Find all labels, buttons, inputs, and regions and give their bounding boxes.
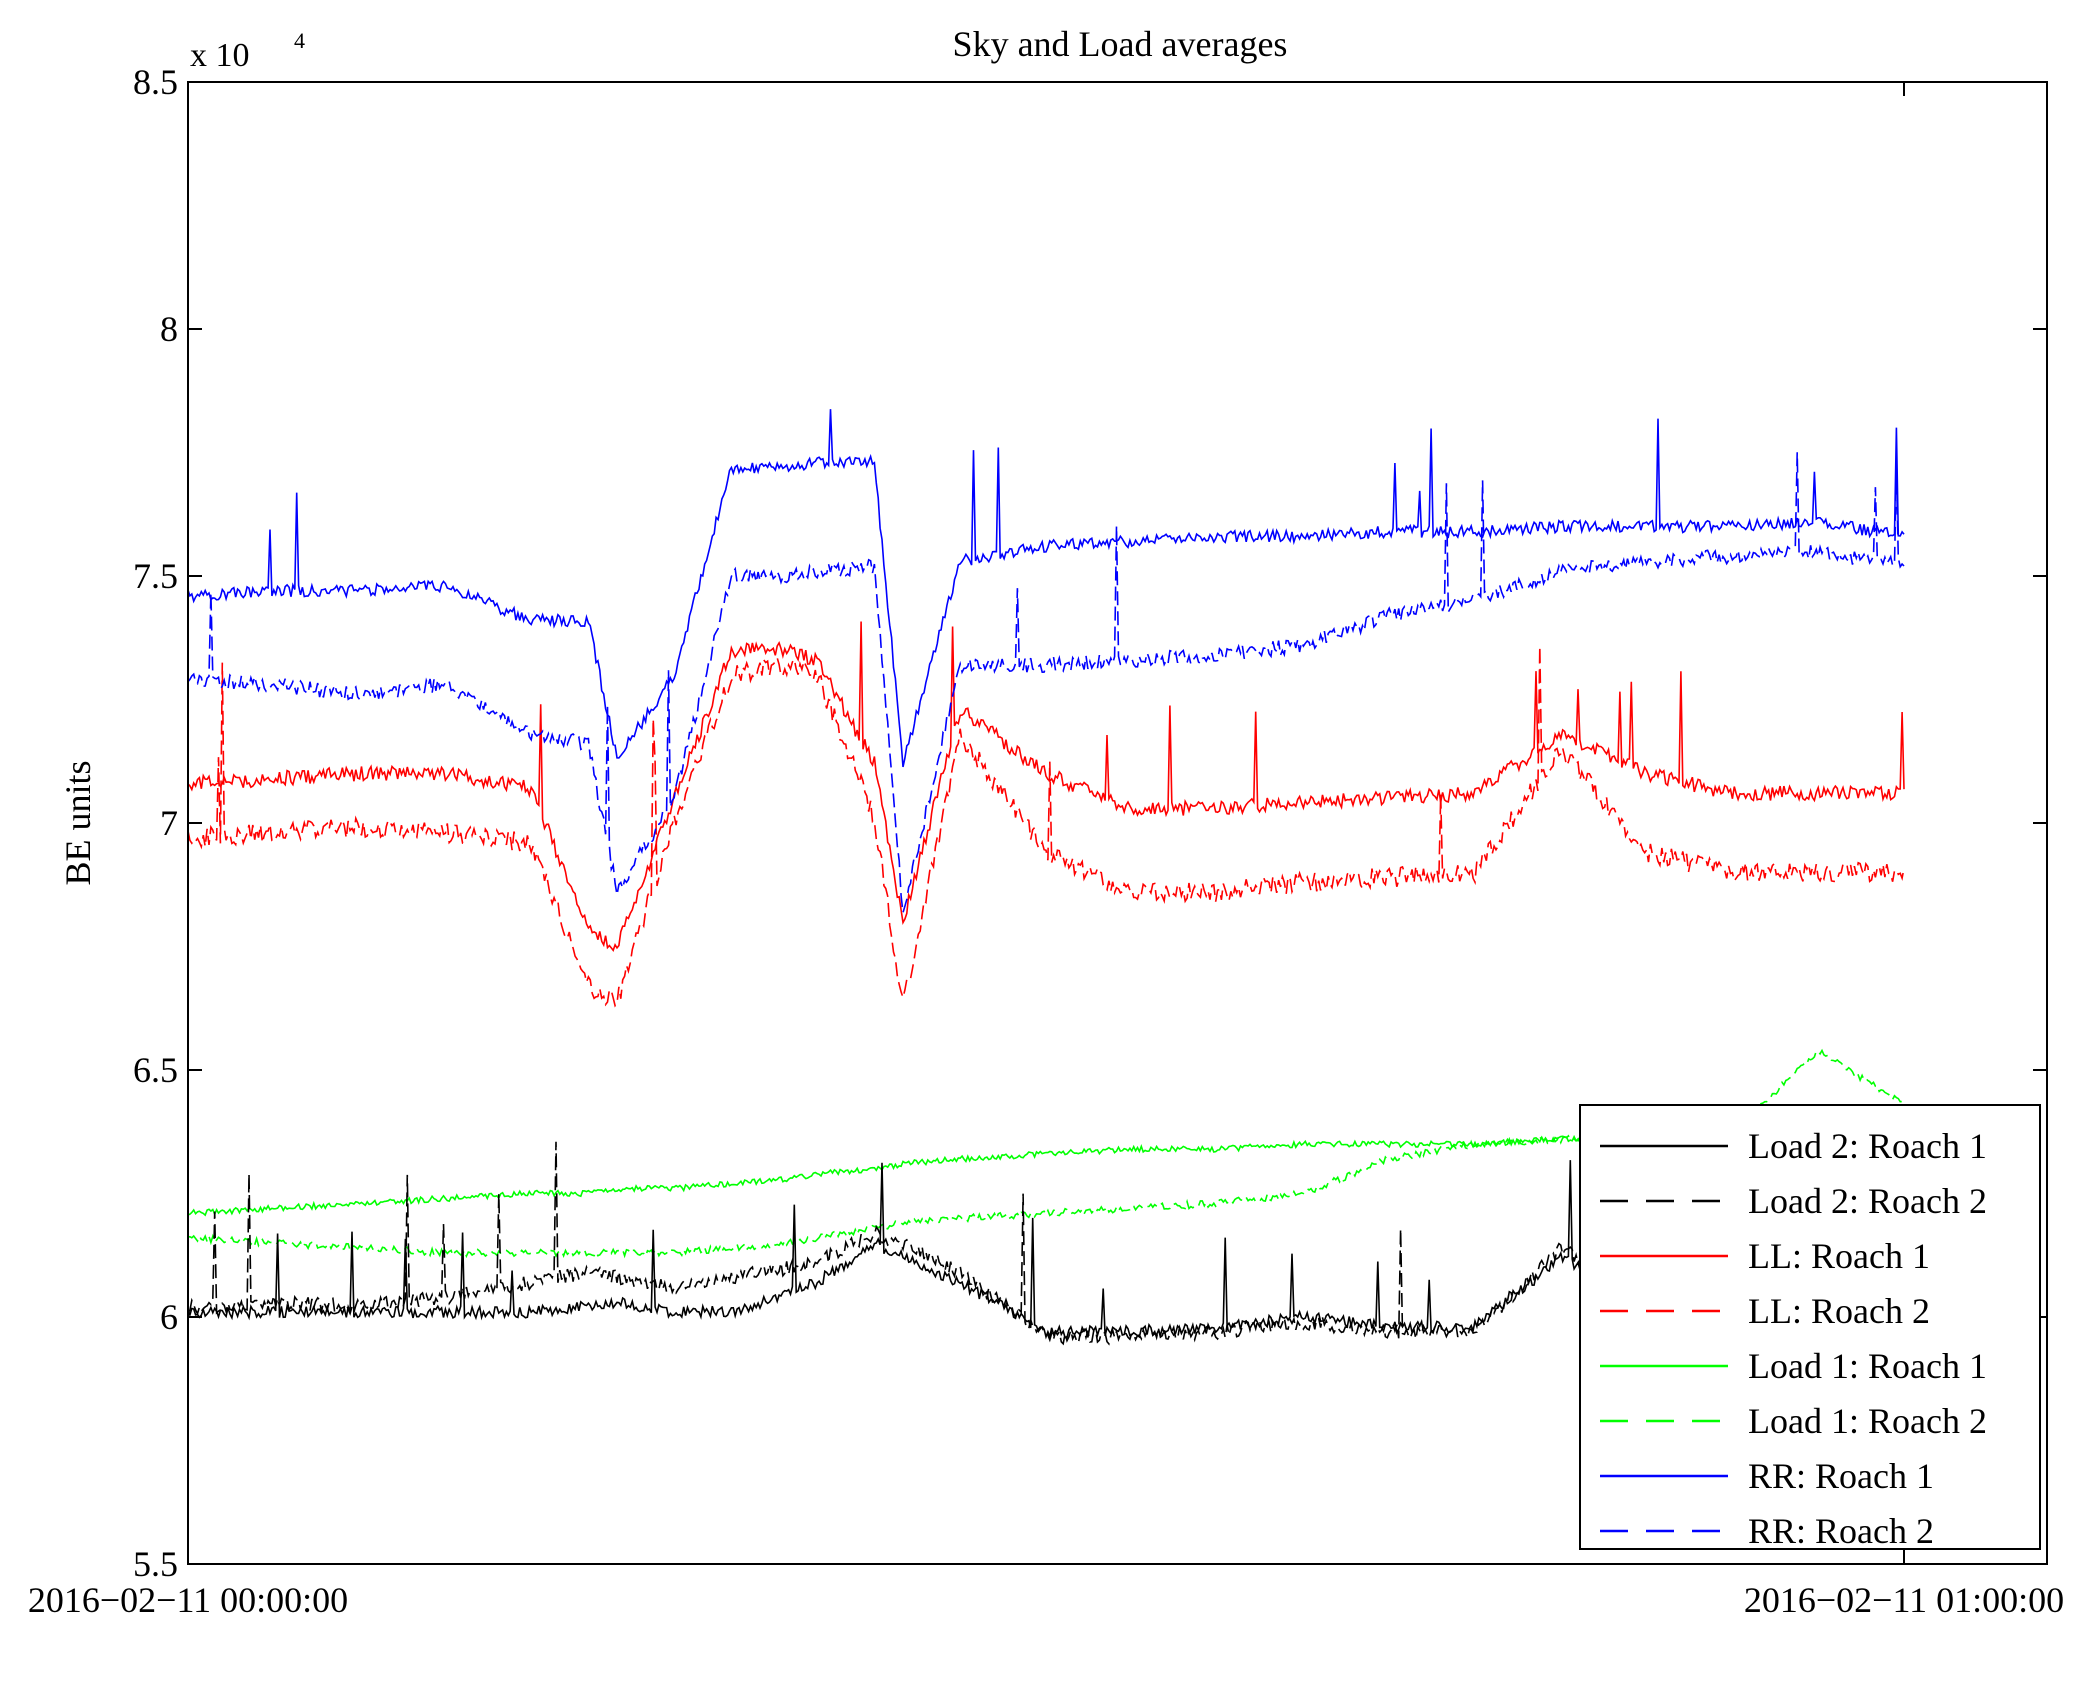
legend: Load 2: Roach 1 Load 2: Roach 2 LL: Roach … xyxy=(1579,1104,2041,1551)
legend-entry-label: LL: Roach 2 xyxy=(1748,1291,1930,1331)
legend-entry-label: Load 1: Roach 1 xyxy=(1748,1346,1987,1386)
legend-entry-label: Load 2: Roach 2 xyxy=(1748,1181,1987,1221)
y-tick-label: 5.5 xyxy=(133,1544,178,1584)
series-line-ll-roach-2 xyxy=(188,646,1905,1008)
x-tick-label: 2016−02−11 01:00:00 xyxy=(1744,1580,2064,1620)
y-tick-label: 6 xyxy=(160,1297,178,1337)
legend-entry-label: Load 1: Roach 2 xyxy=(1748,1401,1987,1441)
x-axis: 2016−02−11 00:00:00 2016−02−11 01:00:00 xyxy=(28,82,2064,1620)
y-tick-label: 6.5 xyxy=(133,1050,178,1090)
y-axis: 5.5 6 6.5 7 7.5 8 8.5 xyxy=(133,62,2047,1584)
y-tick-label: 7.5 xyxy=(133,556,178,596)
series-line-ll-roach-1 xyxy=(188,621,1905,952)
y-tick-label: 8 xyxy=(160,309,178,349)
y-tick-label: 8.5 xyxy=(133,62,178,102)
x-tick-label: 2016−02−11 00:00:00 xyxy=(28,1580,348,1620)
chart-title: Sky and Load averages xyxy=(953,24,1288,64)
y-exponent-base: x 10 xyxy=(190,37,250,74)
legend-entry-label: Load 2: Roach 1 xyxy=(1748,1126,1987,1166)
legend-entry-label: RR: Roach 2 xyxy=(1748,1511,1934,1551)
y-exponent-power: 4 xyxy=(294,28,305,53)
series-line-rr-roach-2 xyxy=(188,452,1905,913)
legend-entry-label: LL: Roach 1 xyxy=(1748,1236,1930,1276)
y-axis-label: BE units xyxy=(58,760,98,885)
series-line-rr-roach-1 xyxy=(188,409,1905,768)
legend-entry-label: RR: Roach 1 xyxy=(1748,1456,1934,1496)
y-tick-label: 7 xyxy=(160,803,178,843)
